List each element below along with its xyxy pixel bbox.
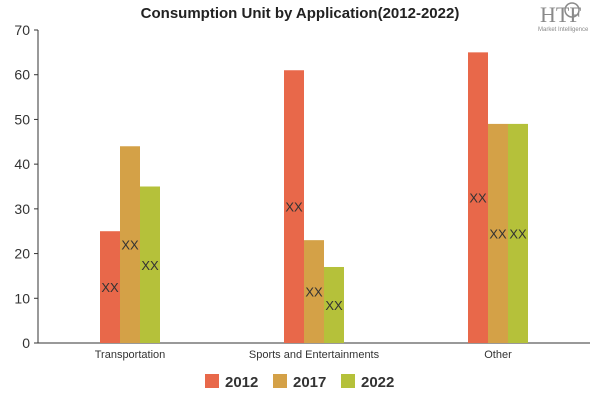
y-tick-label: 20 xyxy=(14,246,30,262)
y-tick-label: 50 xyxy=(14,111,30,127)
data-label: XX xyxy=(469,191,487,206)
legend-label: 2012 xyxy=(225,374,258,391)
y-tick-label: 70 xyxy=(14,22,30,38)
bar-2022-2 xyxy=(508,123,528,344)
y-tick-label: 60 xyxy=(14,67,30,83)
chart-title: Consumption Unit by Application(2012-202… xyxy=(141,5,460,22)
data-label: XX xyxy=(101,280,119,295)
legend-label: 2017 xyxy=(293,374,326,391)
y-tick-label: 10 xyxy=(14,290,30,306)
data-label: XX xyxy=(325,298,343,313)
y-tick-label: 30 xyxy=(14,201,30,217)
data-label: XX xyxy=(141,258,159,273)
data-label: XX xyxy=(305,285,323,300)
bar-2012-0 xyxy=(100,231,120,343)
data-label: XX xyxy=(489,226,507,241)
data-label: XX xyxy=(285,200,303,215)
logo-subtitle: Market Intelligence xyxy=(538,27,589,33)
logo-text: HTF xyxy=(540,2,582,27)
legend-label: 2022 xyxy=(361,374,394,391)
y-tick-label: 40 xyxy=(14,156,30,172)
y-tick-label: 0 xyxy=(22,335,30,351)
htf-logo: HTF Market Intelligence xyxy=(538,2,589,33)
bar-2017-1 xyxy=(304,240,324,343)
data-label: XX xyxy=(121,238,139,253)
data-label: XX xyxy=(509,226,527,241)
legend-swatch-2017 xyxy=(273,374,287,388)
legend-swatch-2012 xyxy=(205,374,219,388)
bar-2012-1 xyxy=(284,70,304,343)
bar-2022-1 xyxy=(324,266,344,343)
bar-2017-2 xyxy=(488,123,508,344)
bar-2017-0 xyxy=(120,146,140,343)
x-category-label: Sports and Entertainments xyxy=(249,349,380,361)
legend-swatch-2022 xyxy=(341,374,355,388)
globe-icon xyxy=(564,2,580,18)
bar-2022-0 xyxy=(140,186,160,343)
bar-2012-2 xyxy=(468,52,488,343)
x-category-label: Transportation xyxy=(95,349,166,361)
x-category-label: Other xyxy=(484,349,512,361)
